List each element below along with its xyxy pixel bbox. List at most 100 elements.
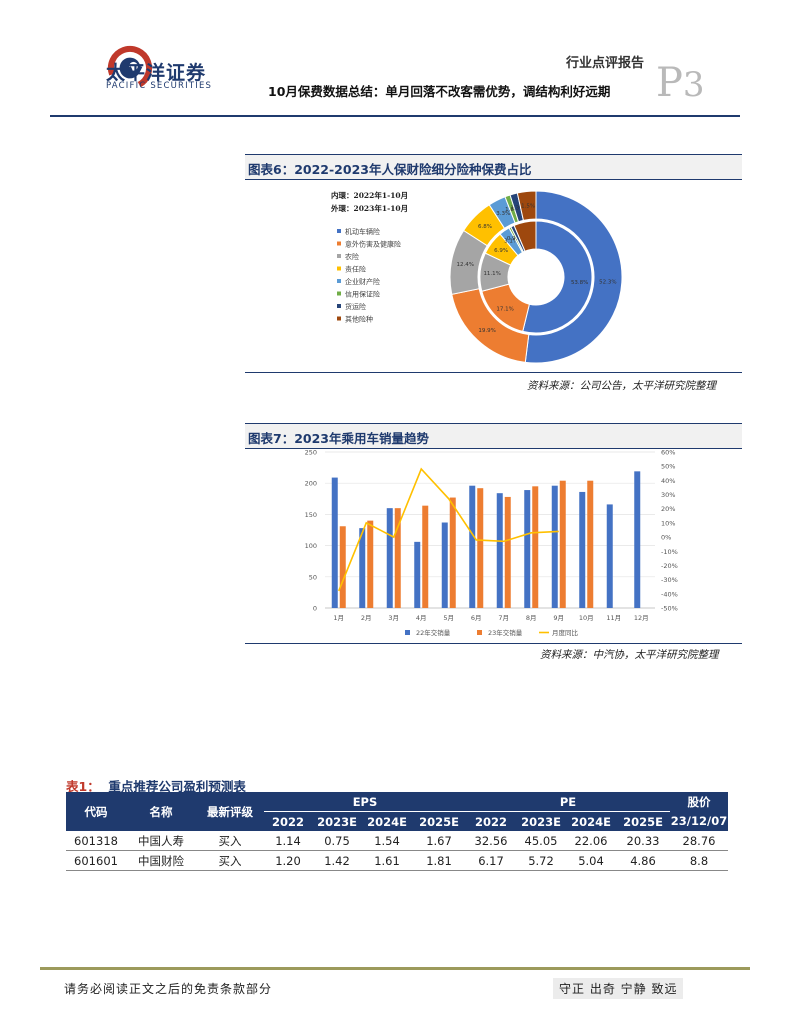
bar-2023 xyxy=(532,486,539,608)
y-tick-label: 150 xyxy=(305,511,317,519)
bar-2023 xyxy=(422,505,429,608)
x-tick-label: 11月 xyxy=(606,614,621,622)
x-tick-label: 12月 xyxy=(634,614,649,622)
figure6-title: 图表6：2022-2023年人保财险细分险种保费占比 xyxy=(248,162,532,177)
cell-price: 28.76 xyxy=(670,831,728,851)
x-tick-label: 6月 xyxy=(471,614,482,622)
figure6-donut-chart: 内環：2022年1-10月 外環：2023年1-10月 机动车辆险意外伤害及健康… xyxy=(331,190,623,364)
figure7-bar-line-chart: 0 50 100 150 200 250 60% 50% 40% 30% 20% 10% 0% -10% -… xyxy=(305,449,678,638)
y-tick-label: 0 xyxy=(313,605,317,613)
cell-pe: 20.33 xyxy=(616,831,670,851)
y2-tick-label: 60% xyxy=(661,449,675,457)
bar-2023 xyxy=(477,488,484,608)
cell-eps: 1.20 xyxy=(264,850,312,871)
cell-code: 601601 xyxy=(66,850,126,871)
pe-year: 2025E xyxy=(616,811,670,831)
cell-eps: 1.14 xyxy=(264,831,312,851)
cell-rating: 买入 xyxy=(196,850,264,871)
table-row: 601601 中国财险 买入 1.20 1.42 1.61 1.81 6.17 … xyxy=(66,850,728,871)
outer-ring-data-label: 52.3% xyxy=(599,279,616,285)
legend-swatch xyxy=(337,266,341,271)
header-divider xyxy=(50,115,740,117)
y2-tick-label: 30% xyxy=(661,491,675,499)
header-name: 名称 xyxy=(126,792,196,831)
cell-pe: 45.05 xyxy=(516,831,566,851)
header-eps: EPS xyxy=(264,792,466,812)
x-tick-label: 4月 xyxy=(416,614,427,622)
bar-2023 xyxy=(339,526,346,608)
page-digit: 3 xyxy=(682,65,705,105)
cell-eps: 0.75 xyxy=(312,831,362,851)
y2-tick-label: -40% xyxy=(661,590,678,598)
table-title: 表1： 重点推荐公司盈利预测表 xyxy=(66,776,246,795)
cell-pe: 5.04 xyxy=(566,850,616,871)
pe-year: 2022 xyxy=(466,811,516,831)
cell-eps: 1.61 xyxy=(362,850,412,871)
page-letter: P xyxy=(656,60,683,106)
y-tick-label: 50 xyxy=(309,573,317,581)
bar-marks xyxy=(331,467,641,608)
y2-tick-label: 20% xyxy=(661,505,675,513)
figure7-source: 资料来源：中汽协，太平洋研究院整理 xyxy=(540,649,719,661)
bar-2022 xyxy=(441,522,448,608)
table-title-text: 重点推荐公司盈利预测表 xyxy=(108,779,246,794)
legend-label: 责任险 xyxy=(345,265,366,274)
bar-2022 xyxy=(386,508,393,608)
legend-label: 信用保证险 xyxy=(345,290,380,299)
bar-2022 xyxy=(524,490,531,608)
inner-ring-slice xyxy=(513,220,537,252)
cell-name: 中国财险 xyxy=(126,850,196,871)
footer-motto: 守正 出奇 宁静 致远 xyxy=(553,978,684,999)
outer-ring-slice xyxy=(524,190,623,364)
legend-swatch xyxy=(337,279,341,283)
inner-ring-label: 内環：2022年1-10月 xyxy=(331,190,408,200)
cell-pe: 32.56 xyxy=(466,831,516,851)
eps-year: 2024E xyxy=(362,811,412,831)
inner-ring-slice xyxy=(522,220,593,334)
cell-name: 中国人寿 xyxy=(126,831,196,851)
cell-pe: 5.72 xyxy=(516,850,566,871)
bar-2023 xyxy=(367,520,374,608)
legend-label: 农险 xyxy=(345,252,359,261)
legend-label: 机动车辆险 xyxy=(345,227,380,236)
cell-eps: 1.54 xyxy=(362,831,412,851)
figure6-source: 资料来源：公司公告，太平洋研究院整理 xyxy=(527,380,716,392)
price-date: 23/12/07 xyxy=(670,811,728,831)
cell-eps: 1.67 xyxy=(412,831,466,851)
legend-swatch xyxy=(337,316,341,321)
bar-2022 xyxy=(331,477,338,608)
outer-ring-data-label: 6.8% xyxy=(478,224,492,230)
bar-legend: 22年交销量 23年交销量 月度同比 xyxy=(405,628,579,637)
outer-ring-data-label: 1.8% xyxy=(505,207,519,213)
bar-2023 xyxy=(587,480,594,608)
earnings-forecast-table: 代码 名称 最新评级 EPS PE 股价 2022 2023E 2024E 20… xyxy=(66,792,728,871)
legend-swatch xyxy=(337,241,341,246)
yoy-line xyxy=(338,467,559,592)
footer-disclaimer: 请务必阅读正文之后的免责条款部分 xyxy=(64,982,273,996)
legend-swatch xyxy=(337,254,341,258)
legend-label: 意外伤害及健康险 xyxy=(345,240,401,249)
brand-name-cn: 太平洋证券 xyxy=(106,62,207,84)
outer-ring-slice xyxy=(516,190,537,221)
figure7-bottom-rule xyxy=(245,643,742,644)
outer-ring-data-label: 19.9% xyxy=(478,328,495,334)
outer-ring-data-label: 1.5% xyxy=(521,203,535,209)
bar-2022 xyxy=(414,541,421,608)
x-tick-label: 10月 xyxy=(579,614,594,622)
bar-2023 xyxy=(394,508,401,608)
pe-year: 2024E xyxy=(566,811,616,831)
outer-ring-data-label: 1.3% xyxy=(510,205,524,211)
page-number: P3 xyxy=(656,60,705,106)
bar-2022 xyxy=(606,504,613,608)
figure7-title-bar: 图表7：2023年乘用车销量趋势 xyxy=(245,423,742,449)
y2-tick-label: 10% xyxy=(661,519,675,527)
legend-label: 其他险种 xyxy=(345,315,373,324)
table-title-number: 表1： xyxy=(66,779,100,794)
header-rating: 最新评级 xyxy=(196,792,264,831)
figure7-title: 图表7：2023年乘用车销量趋势 xyxy=(248,431,429,446)
inner-ring-data-label: 0.99% xyxy=(507,236,524,242)
x-tick-label: 8月 xyxy=(526,614,537,622)
report-title: 10月保费数据总结：单月回落不改客需优势，调结构利好远期 xyxy=(268,84,611,99)
report-type: 行业点评报告 xyxy=(566,56,645,71)
